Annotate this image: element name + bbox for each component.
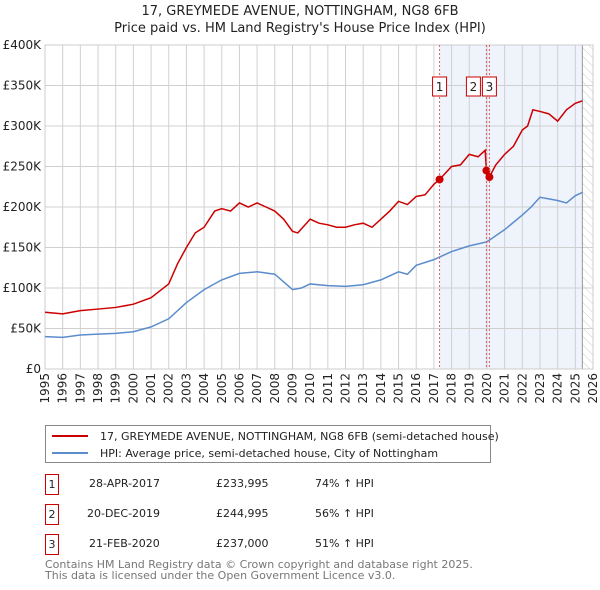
legend-swatch	[52, 435, 88, 437]
y-tick-label: £250K	[3, 160, 43, 174]
legend-item-property: 17, GREYMEDE AVENUE, NOTTINGHAM, NG8 6FB…	[52, 428, 499, 444]
annotation-label: 1	[436, 80, 444, 94]
x-tick-label: 2000	[126, 373, 140, 404]
x-tick-label: 2015	[392, 373, 406, 404]
x-tick-label: 2025	[568, 373, 582, 404]
transaction-price: £244,995	[216, 507, 269, 520]
legend-swatch	[52, 452, 88, 454]
transaction-row: 2 20-DEC-2019 £244,995 56% ↑ HPI	[45, 504, 445, 526]
sale-point	[485, 173, 494, 182]
x-tick-label: 2004	[197, 373, 211, 404]
transaction-hpi: 74% ↑ HPI	[315, 477, 374, 490]
x-tick-label: 2016	[409, 373, 423, 404]
plot-frame	[44, 44, 594, 370]
x-tick-label: 2026	[586, 373, 600, 404]
x-tick-label: 2021	[498, 373, 512, 404]
transaction-row: 3 21-FEB-2020 £237,000 51% ↑ HPI	[45, 534, 445, 556]
x-tick-label: 2007	[250, 373, 264, 404]
x-tick-label: 2005	[215, 373, 229, 404]
y-tick-label: £100K	[3, 281, 43, 295]
footer: Contains HM Land Registry data © Crown c…	[45, 559, 473, 581]
y-tick-label: £150K	[3, 241, 43, 255]
subtitle-line: Price paid vs. HM Land Registry's House …	[114, 21, 486, 36]
legend-item-hpi: HPI: Average price, semi-detached house,…	[52, 445, 438, 461]
x-tick-label: 2024	[551, 373, 565, 404]
annotation-label: 3	[486, 80, 494, 94]
x-tick-label: 2009	[285, 373, 299, 404]
x-tick-label: 2002	[162, 373, 176, 404]
y-tick-label: £50K	[10, 322, 42, 336]
x-tick-label: 2010	[303, 373, 317, 404]
footer-line: This data is licensed under the Open Gov…	[45, 569, 396, 582]
x-tick-label: 2008	[268, 373, 282, 404]
x-tick-label: 2013	[356, 373, 370, 404]
annotation-box	[432, 76, 448, 97]
series-line	[44, 100, 583, 315]
x-tick-label: 2003	[179, 373, 193, 404]
x-tick-label: 1997	[73, 373, 87, 404]
x-tick-label: 1995	[38, 373, 52, 404]
transaction-row: 1 28-APR-2017 £233,995 74% ↑ HPI	[45, 474, 445, 496]
x-tick-label: 2019	[462, 373, 476, 404]
x-tick-label: 1999	[109, 373, 123, 404]
x-tick-label: 1996	[56, 373, 70, 404]
transaction-marker: 3	[45, 534, 59, 555]
legend: 17, GREYMEDE AVENUE, NOTTINGHAM, NG8 6FB…	[45, 425, 499, 463]
transaction-date: 21-FEB-2020	[89, 537, 160, 550]
x-tick-label: 1998	[91, 373, 105, 404]
legend-label: 17, GREYMEDE AVENUE, NOTTINGHAM, NG8 6FB…	[100, 429, 499, 443]
transaction-price: £233,995	[216, 477, 269, 490]
annotation-label: 2	[470, 80, 478, 94]
sale-point	[435, 175, 444, 184]
x-tick-label: 2018	[445, 373, 459, 404]
x-tick-label: 2006	[232, 373, 246, 404]
x-tick-label: 2022	[515, 373, 529, 404]
annotation-box	[465, 76, 481, 97]
sale-point	[482, 166, 491, 175]
x-tick-label: 2012	[339, 373, 353, 404]
annotation-box	[481, 76, 497, 97]
x-tick-label: 2017	[427, 373, 441, 404]
y-tick-label: £400K	[3, 38, 43, 52]
transaction-hpi: 51% ↑ HPI	[315, 537, 374, 550]
series-line	[44, 191, 583, 339]
title-line: 17, GREYMEDE AVENUE, NOTTINGHAM, NG8 6FB	[141, 4, 459, 19]
y-tick-label: £350K	[3, 79, 43, 93]
chart-title: 17, GREYMEDE AVENUE, NOTTINGHAM, NG8 6FB…	[0, 3, 600, 37]
x-tick-label: 2011	[321, 373, 335, 404]
transaction-price: £237,000	[216, 537, 269, 550]
transaction-marker: 1	[45, 474, 59, 495]
transaction-hpi: 56% ↑ HPI	[315, 507, 374, 520]
legend-label: HPI: Average price, semi-detached house,…	[100, 446, 439, 460]
y-tick-label: £300K	[3, 119, 43, 133]
transaction-marker: 2	[45, 504, 59, 525]
x-tick-label: 2001	[144, 373, 158, 404]
y-tick-label: £200K	[3, 200, 43, 214]
transaction-date: 20-DEC-2019	[87, 507, 161, 520]
x-tick-label: 2014	[374, 373, 388, 404]
x-tick-label: 2023	[533, 373, 547, 404]
y-tick-label: £0	[26, 362, 41, 376]
footer-line: Contains HM Land Registry data © Crown c…	[45, 558, 473, 571]
transaction-date: 28-APR-2017	[89, 477, 161, 490]
x-tick-label: 2020	[480, 373, 494, 404]
chart: 1 2 3 1995 1996 1997 1998 1999 2000 2001 2002 2003 2…	[3, 38, 600, 404]
